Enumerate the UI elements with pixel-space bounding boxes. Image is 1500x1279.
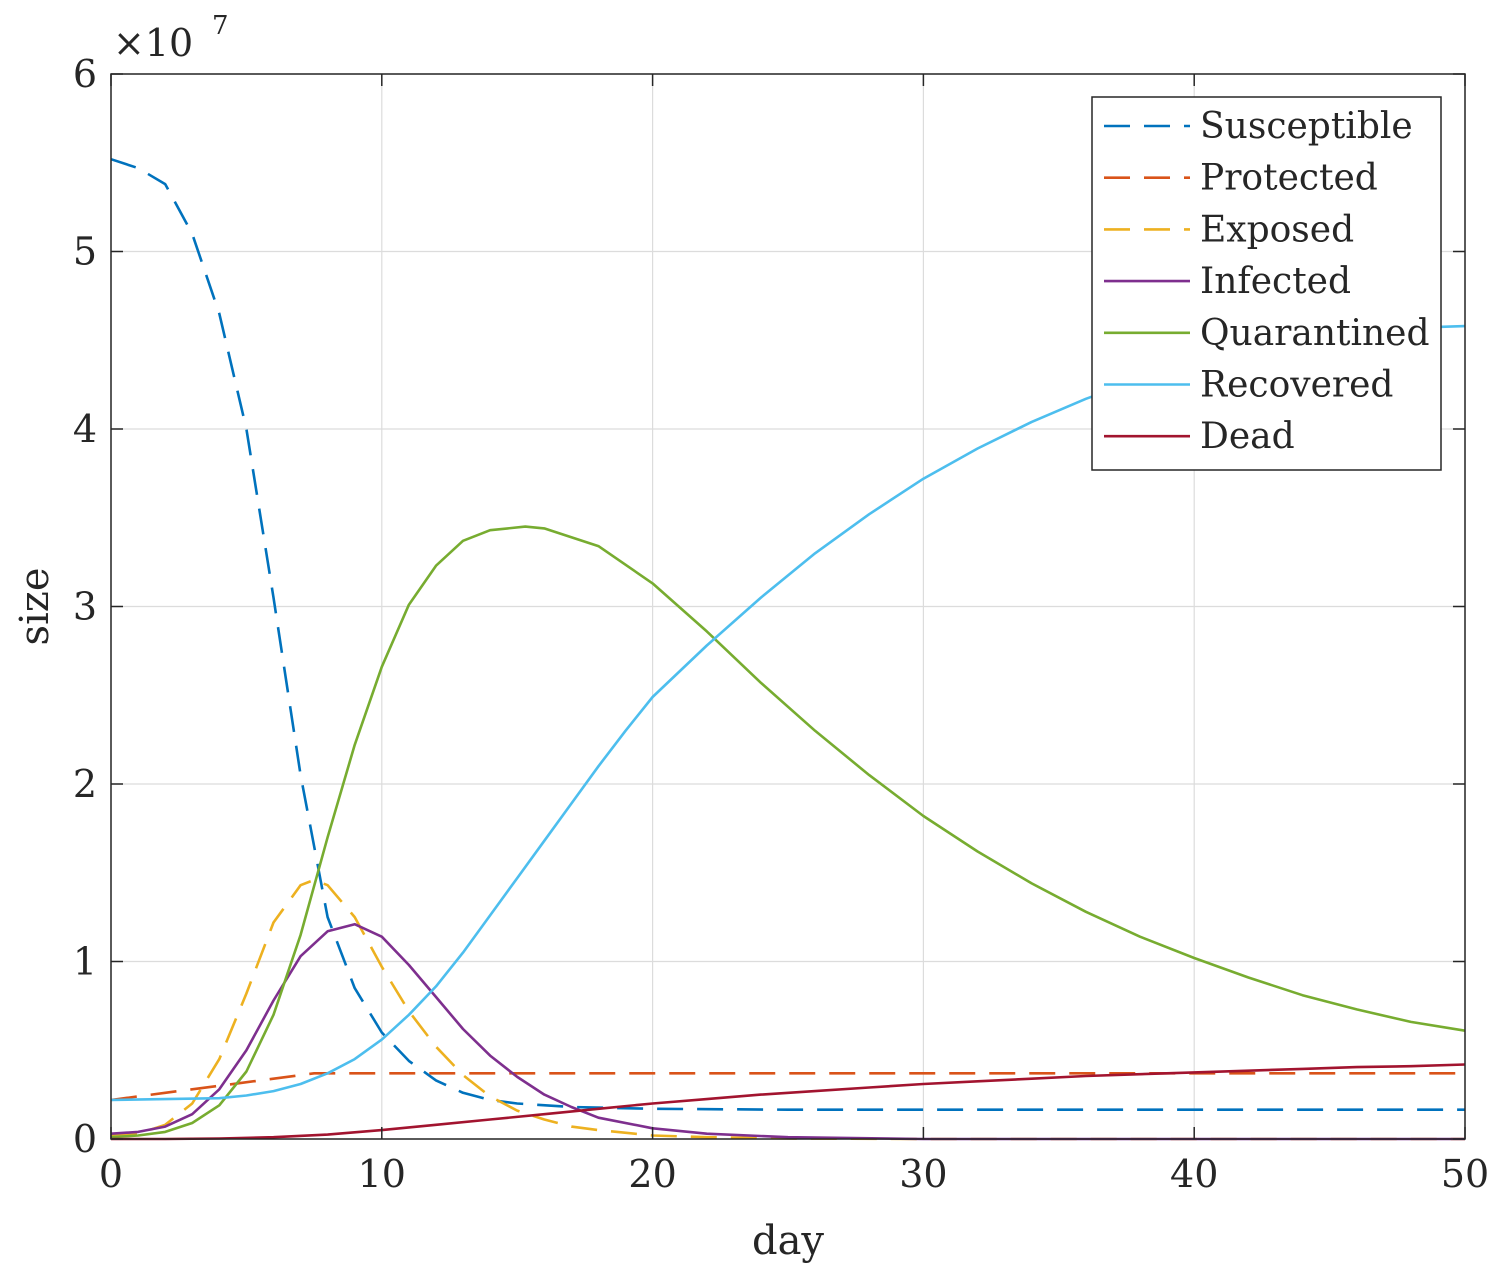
series-line-dead bbox=[111, 1063, 1466, 1141]
legend-label: Exposed bbox=[1200, 209, 1354, 250]
series-line-susceptible bbox=[110, 157, 1465, 1111]
legend-label: Protected bbox=[1200, 158, 1378, 199]
y-axis-label: size bbox=[12, 567, 58, 645]
legend-label: Dead bbox=[1200, 416, 1295, 457]
legend-box bbox=[1091, 96, 1442, 471]
y-tick-label: 0 bbox=[73, 1117, 97, 1161]
x-tick-label: 50 bbox=[1441, 1152, 1489, 1196]
x-tick-label: 40 bbox=[1170, 1152, 1218, 1196]
x-tick-label: 30 bbox=[899, 1152, 947, 1196]
series-line-infected bbox=[110, 922, 1465, 1141]
x-tick-label: 0 bbox=[99, 1152, 123, 1196]
y-multiplier-exponent: 7 bbox=[212, 11, 229, 41]
x-axis-label: day bbox=[752, 1218, 824, 1264]
y-tick-label: 6 bbox=[73, 52, 97, 96]
series-line-exposed bbox=[110, 878, 1465, 1141]
legend-label: Susceptible bbox=[1200, 106, 1413, 147]
y-tick-label: 4 bbox=[73, 407, 97, 451]
y-tick-label: 2 bbox=[73, 762, 97, 806]
legend-label: Quarantined bbox=[1200, 313, 1430, 354]
legend: Susceptible Protected Exposed Infected Quara… bbox=[1091, 96, 1442, 471]
x-tick-label: 20 bbox=[628, 1152, 676, 1196]
y-tick-label: 3 bbox=[73, 585, 97, 629]
series-line-protected bbox=[110, 1072, 1465, 1102]
legend-label: Recovered bbox=[1200, 365, 1393, 406]
series-line-quarantined bbox=[110, 525, 1466, 1139]
ticks: 0 10 20 30 40 50 0 1 2 3 4 5 6 bbox=[73, 52, 1489, 1196]
x-tick-label: 10 bbox=[358, 1152, 406, 1196]
y-tick-label: 5 bbox=[73, 230, 97, 274]
legend-label: Infected bbox=[1200, 261, 1351, 302]
y-multiplier-label: ×10 bbox=[113, 21, 193, 65]
y-tick-label: 1 bbox=[73, 940, 97, 984]
